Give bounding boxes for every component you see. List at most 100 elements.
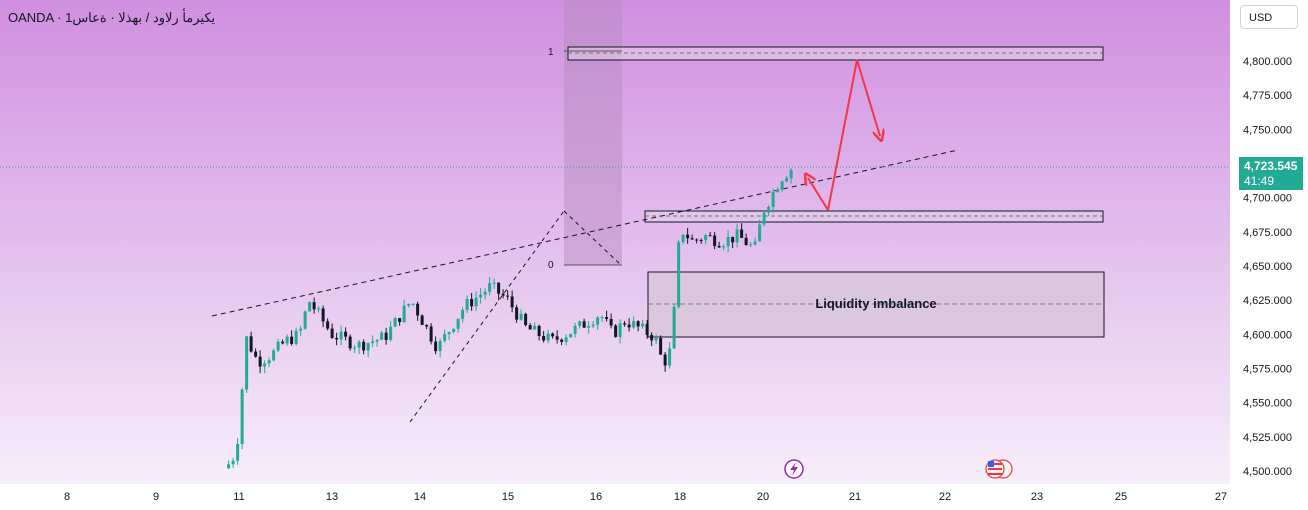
- candle: [695, 238, 699, 244]
- candle: [699, 238, 703, 244]
- candle: [614, 324, 618, 338]
- candle: [632, 316, 636, 330]
- fib-label-1: 1: [548, 47, 554, 58]
- candle-body: [659, 338, 663, 355]
- candle-body: [654, 338, 658, 341]
- candle-body: [434, 341, 438, 352]
- candle: [731, 236, 735, 249]
- candle-body: [272, 350, 276, 361]
- candle-body: [380, 332, 384, 340]
- candle: [515, 304, 519, 323]
- candle: [294, 327, 298, 346]
- candle-body: [524, 313, 528, 326]
- fib-label-0: 0: [548, 260, 554, 271]
- candle: [281, 339, 285, 345]
- candle-body: [452, 328, 456, 333]
- candle-body: [492, 282, 496, 284]
- candle: [479, 288, 483, 304]
- time-axis-background: [0, 484, 1308, 510]
- time-tick-label: 23: [1031, 491, 1043, 503]
- candle-body: [726, 236, 730, 247]
- candle-body: [447, 332, 451, 335]
- trendline-upper[interactable]: [211, 149, 959, 317]
- candle: [537, 324, 541, 341]
- candle: [263, 360, 267, 374]
- candle: [452, 328, 456, 334]
- candle: [357, 339, 361, 355]
- candle-body: [591, 324, 595, 327]
- candle-body: [339, 331, 343, 340]
- candles-layer[interactable]: [227, 167, 793, 470]
- candle-body: [407, 303, 411, 306]
- candle-body: [735, 229, 739, 243]
- liquidity-imbalance-label: Liquidity imbalance: [815, 296, 937, 311]
- time-tick-label: 25: [1115, 491, 1127, 503]
- time-tick-label: 22: [939, 491, 951, 503]
- candle-body: [510, 296, 514, 308]
- resistance-zone[interactable]: [567, 46, 1104, 61]
- candle-body: [681, 234, 685, 243]
- price-tick-label: 4,525.000: [1243, 432, 1292, 444]
- candle: [240, 387, 244, 450]
- candle-body: [537, 325, 541, 337]
- candle-body: [321, 308, 325, 322]
- candle-body: [267, 360, 271, 364]
- time-axis[interactable]: 8 9 11 13 14 15 16 18 20 21 22 23 25 27: [64, 491, 1227, 503]
- candle: [524, 312, 528, 327]
- candle-body: [353, 347, 357, 349]
- candle-body: [699, 240, 703, 242]
- candle-body: [578, 321, 582, 326]
- candle-body: [564, 337, 568, 342]
- candle: [416, 301, 420, 321]
- candle-body: [290, 336, 294, 344]
- candle: [785, 175, 789, 183]
- projection-arrow-path[interactable]: [827, 59, 880, 211]
- candle: [551, 332, 555, 339]
- candle-body: [281, 341, 285, 344]
- candle: [645, 320, 649, 339]
- candle: [470, 292, 474, 311]
- chart-background: [0, 0, 1230, 484]
- candle-body: [398, 318, 402, 323]
- candle-body: [753, 241, 757, 245]
- candle: [312, 297, 316, 314]
- projection-arrow-down[interactable]: [808, 178, 829, 211]
- candle: [402, 299, 406, 324]
- support-zone[interactable]: [644, 210, 1104, 223]
- candle: [411, 303, 415, 307]
- candle: [519, 309, 523, 321]
- candle: [789, 167, 793, 184]
- candle: [749, 241, 753, 248]
- candle: [650, 332, 654, 347]
- candle: [776, 187, 780, 193]
- candle: [627, 318, 631, 332]
- candle-body: [308, 302, 312, 312]
- candle: [375, 339, 379, 347]
- bar-countdown: 41:49: [1244, 174, 1275, 188]
- candle: [677, 239, 681, 309]
- candle-body: [708, 235, 712, 237]
- candle: [560, 338, 564, 346]
- candle-body: [582, 321, 586, 328]
- time-tick-label: 14: [414, 491, 426, 503]
- candle-body: [227, 464, 231, 469]
- candle-body: [672, 306, 676, 349]
- us-flag-icon[interactable]: [985, 459, 1013, 479]
- trendline-steep[interactable]: [409, 210, 565, 423]
- time-tick-label: 11: [233, 491, 244, 503]
- currency-selector[interactable]: USD: [1240, 5, 1298, 29]
- candle: [636, 320, 640, 332]
- candle-body: [276, 341, 280, 351]
- last-price-value: 4,723.545: [1244, 159, 1298, 173]
- trendline-fib-leg[interactable]: [563, 210, 622, 266]
- candle: [605, 310, 609, 322]
- lightning-icon[interactable]: [784, 459, 804, 479]
- candle: [708, 231, 712, 237]
- candle: [429, 323, 433, 345]
- candle-body: [704, 235, 708, 241]
- time-tick-label: 15: [502, 491, 514, 503]
- candle-body: [776, 189, 780, 193]
- liquidity-imbalance-zone[interactable]: [647, 271, 1105, 338]
